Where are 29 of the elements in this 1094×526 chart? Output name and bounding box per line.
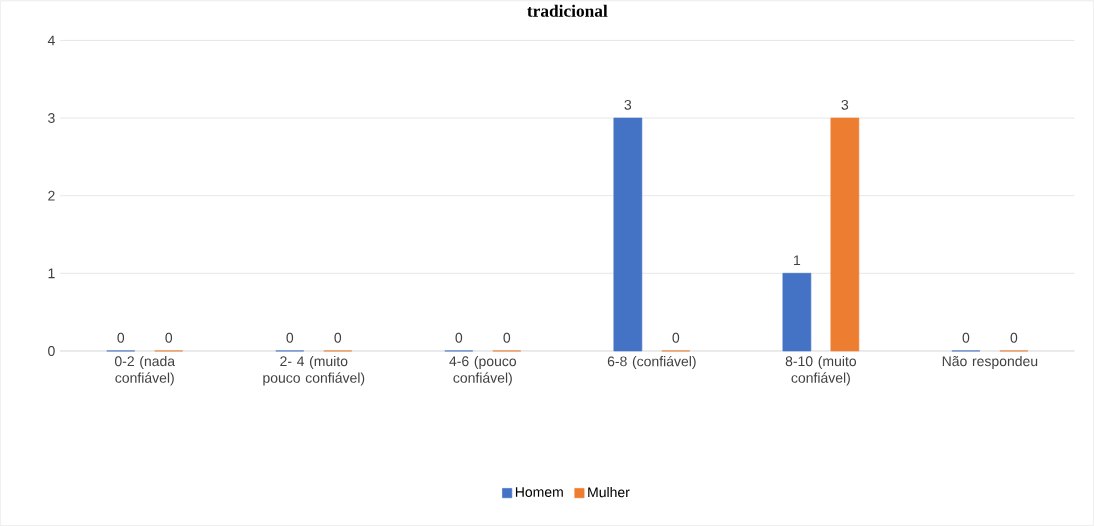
y-tick-label: 2: [48, 190, 55, 201]
x-tick-label: 4-6 (pouco confiável): [449, 355, 517, 386]
data-label: 3: [841, 100, 849, 110]
x-tick-label: 6-8 (confiável): [607, 355, 696, 370]
data-label: 0: [455, 332, 463, 343]
data-label: 0: [962, 332, 970, 343]
data-label: 0: [672, 332, 680, 343]
bar: [830, 117, 860, 352]
y-tick-label: 1: [48, 268, 55, 279]
data-label: 0: [286, 332, 294, 343]
x-tick-label: 2- 4 (muito pouco confiável): [263, 355, 365, 386]
data-label: 0: [503, 332, 511, 343]
legend-label: Homem: [515, 487, 563, 498]
data-label: 0: [117, 332, 125, 343]
y-tick-label: 4: [47, 35, 55, 46]
x-tick-label: 0-2 (nada confiável): [114, 355, 176, 386]
x-tick-label: Não respondeu: [942, 355, 1038, 370]
bar: [613, 117, 643, 352]
data-label: 0: [334, 332, 342, 343]
chart-title: tradicional: [527, 4, 608, 17]
x-tick-label: 8-10 (muito confiável): [785, 355, 857, 386]
bar: [782, 273, 812, 352]
data-label: 1: [794, 255, 801, 266]
y-tick-label: 0: [48, 346, 55, 357]
data-label: 0: [165, 332, 173, 343]
data-label: 3: [624, 100, 632, 110]
data-label: 0: [1010, 332, 1018, 343]
legend-label: Mulher: [588, 487, 630, 498]
y-tick-label: 3: [48, 113, 55, 124]
